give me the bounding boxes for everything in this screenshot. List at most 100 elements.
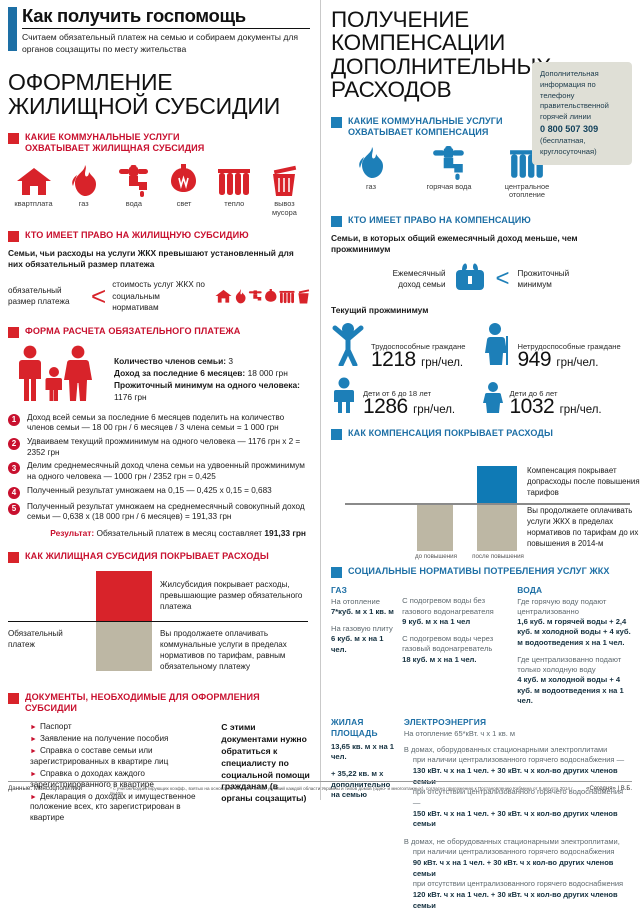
norms-gas-water-device-value: 18 куб. м х на 1 чел.: [402, 654, 477, 664]
right-coverage-heading-text: КАК КОМПЕНСАЦИЯ ПОКРЫВАЕТ РАСХОДЫ: [348, 428, 553, 439]
list-item: ► Декларация о доходах и имущественное по…: [30, 792, 211, 825]
documents-list: ► Паспорт ► Заявление на получение пособия…: [8, 722, 211, 825]
footer-note: * с учетом корректирующих коэфф., взятых…: [110, 786, 574, 796]
right-eligibility-comparison: Ежемесячный доход семьи < Прожиточный ми…: [331, 261, 632, 298]
norms-area-title-line1: ЖИЛАЯ: [331, 717, 364, 728]
page-title: Как получить госпомощь: [22, 5, 246, 26]
electricity-lead: В домах, не оборудованных стационарными …: [403, 836, 620, 846]
right-services-heading-line1: КАКИЕ КОММУНАЛЬНЫЕ УСЛУГИ: [348, 115, 503, 126]
minimum-unit: грн/чел.: [421, 357, 464, 370]
hotline-number[interactable]: 0 800 507 309: [540, 123, 599, 134]
document-label: Справка о доходах каждого зарегистрирова…: [30, 768, 154, 789]
step-number-badge: 4: [8, 486, 20, 499]
radiator-icon: [501, 146, 553, 180]
calc-step: 3 Делим среднемесячный доход члена семьи…: [8, 461, 310, 482]
right-section-title: ПОЛУЧЕНИЕ КОМПЕНСАЦИИ ДОПОЛНИТЕЛЬНЫХ РАС…: [331, 8, 632, 102]
right-eligibility-right-label: Прожиточный минимум: [517, 268, 570, 289]
minimum-unit: грн/чел.: [559, 404, 602, 417]
norms-gas-heating-value: 7*куб. м х 1 кв. м: [331, 606, 394, 616]
norms-table: ГАЗ На отопление 7*куб. м х 1 кв. м На г…: [331, 585, 632, 713]
norms-electricity-heating: На отопление 65*кВт. ч х 1 кв. м: [403, 729, 516, 739]
adult-raised-arms-icon: [331, 322, 365, 371]
red-square-marker-icon: [8, 692, 19, 704]
norms-gas-stove-label: На газовую плиту: [331, 624, 393, 634]
right-services-heading: КАКИЕ КОММУНАЛЬНЫЕ УСЛУГИ ОХВАТЫВАЕТ КОМ…: [331, 116, 632, 138]
small-child-icon: [482, 381, 504, 418]
family-fact-row: Прожиточный минимум на одного человека: …: [114, 379, 310, 403]
masthead-accent-bar: [8, 7, 17, 51]
minimum-item-children-under-6: Дети до 6 лет 1032 грн/чел.: [482, 377, 633, 418]
norms-gas-heating-label: На отопление: [331, 596, 380, 606]
calc-steps: 1 Доход всей семьи за последние 6 месяце…: [8, 413, 310, 523]
child-icon: [331, 377, 357, 418]
norms-col-water: ВОДА Где горячую воду подают централизов…: [517, 585, 632, 713]
norms-area-title-line2: ПЛОЩАДЬ: [331, 728, 378, 739]
document-label: Декларация о доходах и имущественное пол…: [30, 791, 196, 823]
masthead-divider: [22, 28, 310, 30]
service-label: газ: [366, 181, 376, 191]
elderly-person-icon: [482, 322, 512, 371]
service-item-house: квартплата: [10, 163, 57, 217]
blue-square-marker-icon: [331, 215, 342, 227]
bar-compensation-segment: [477, 466, 517, 504]
step-number-badge: 5: [8, 502, 20, 515]
norms-electricity-title: ЭЛЕКТРОЭНЕРГИЯ: [403, 717, 487, 728]
left-eligibility-heading: КТО ИМЕЕТ ПРАВО НА ЖИЛИЩНУЮ СУБСИДИЮ: [8, 230, 310, 243]
right-title-line1: ПОЛУЧЕНИЕ КОМПЕНСАЦИИ: [331, 7, 506, 56]
norms-heading: СОЦИАЛЬНЫЕ НОРМАТИВЫ ПОТРЕБЛЕНИЯ УСЛУГ Ж…: [331, 566, 632, 579]
norms-gas-water-device-label: С подогревом воды через газовый водонагр…: [402, 634, 494, 654]
purse-icon: [453, 261, 487, 298]
electricity-value: 120 кВт. ч х на 1 чел. + 30 кВт. ч х кол…: [412, 890, 618, 910]
faucet-icon: [110, 163, 157, 198]
list-item: ► Справка о составе семьи или зарегистрир…: [30, 746, 211, 768]
minimums-caption: Текущий прожминимум: [331, 305, 429, 316]
blue-square-marker-icon: [331, 116, 342, 128]
minimum-label: Дети до 6 лет: [509, 389, 558, 399]
left-eligibility-heading-text: КТО ИМЕЕТ ПРАВО НА ЖИЛИЩНУЮ СУБСИДИЮ: [25, 230, 249, 241]
right-services-heading-line2: ОХВАТЫВАЕТ КОМПЕНСАЦИЯ: [348, 126, 489, 137]
flame-icon: [60, 163, 107, 197]
right-eligibility-text: Семьи, в которых общий ежемесячный доход…: [331, 232, 578, 254]
service-label: вода: [125, 199, 142, 209]
family-fact-row: Доход за последние 6 месяцев: 18 000 грн: [114, 367, 310, 379]
minimum-item-children-6-18: Дети от 6 до 18 лет 1286 грн/чел.: [331, 377, 482, 418]
bulb-icon: [265, 288, 277, 302]
calc-step: 5 Полученный результат умножаем на средн…: [8, 502, 310, 523]
left-services-heading: КАКИЕ КОММУНАЛЬНЫЕ УСЛУГИ ОХВАТЫВАЕТ ЖИЛ…: [8, 132, 310, 154]
mandatory-payment-bar-segment: [96, 620, 152, 671]
family-figures-icon: [8, 345, 104, 406]
footer-divider: [8, 781, 632, 782]
service-item-gas: газ: [60, 163, 107, 217]
service-label: свет: [176, 199, 192, 209]
house-icon: [10, 163, 57, 197]
coverage-category-before: до повышения: [415, 553, 457, 561]
norms-water-cold-label: Где централизованно подают только холодн…: [517, 654, 622, 675]
left-documents-heading: ДОКУМЕНТЫ, НЕОБХОДИМЫЕ ДЛЯ ОФОРМЛЕНИЯ СУ…: [8, 692, 310, 714]
red-square-marker-icon: [8, 132, 19, 144]
document-label: Заявление на получение пособия: [39, 734, 169, 744]
service-item-gas: газ: [345, 146, 397, 200]
family-block: Количество членов семьи: 3 Доход за посл…: [8, 345, 310, 406]
triangle-bullet-icon: ►: [30, 770, 37, 778]
fact-value: 18 000 грн: [247, 368, 288, 379]
bulb-icon: [161, 163, 208, 197]
hotline-text: Дополнительная информация по телефону пр…: [540, 69, 609, 122]
triangle-bullet-icon: ►: [30, 736, 37, 744]
right-services-icon-row: газ горячая вода: [345, 145, 632, 200]
left-title-line2: ЖИЛИЩНОЙ СУБСИДИИ: [8, 93, 281, 120]
fact-label: Количество членов семьи:: [114, 355, 227, 366]
electricity-condition: при наличии централизованного горячего в…: [412, 847, 615, 857]
left-column: Как получить госпомощь Считаем обязатель…: [0, 0, 320, 822]
step-text: Удваиваем текущий прожминимум на одного …: [27, 436, 301, 457]
right-coverage-heading: КАК КОМПЕНСАЦИЯ ПОКРЫВАЕТ РАСХОДЫ: [331, 428, 632, 441]
less-than-icon: <: [91, 280, 107, 311]
electricity-value: 90 кВт. ч х на 1 чел. + 30 кВт. ч х кол-…: [412, 858, 614, 878]
minimum-label: Трудоспособные граждане: [371, 342, 466, 352]
step-number-badge: 1: [8, 413, 20, 426]
service-item-hot-water: горячая вода: [423, 145, 475, 200]
triangle-bullet-icon: ►: [30, 793, 37, 801]
radiator-icon: [279, 290, 295, 303]
norms-water-cold-value: 4 куб. м холодной воды + 4 куб. м водоот…: [517, 675, 624, 705]
house-icon: [215, 289, 232, 303]
faucet-icon: [423, 145, 475, 180]
